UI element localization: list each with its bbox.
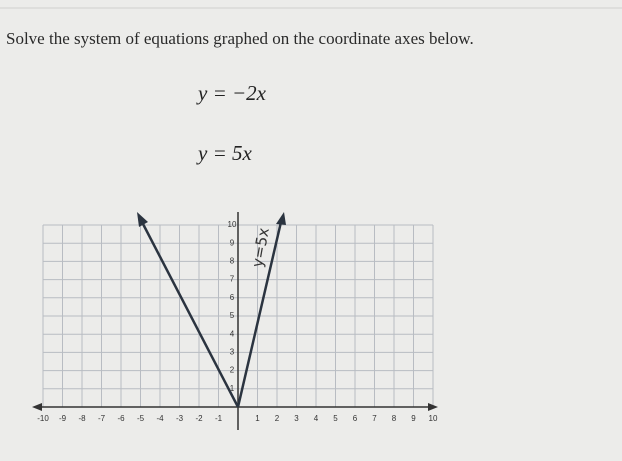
y-tick-label: 5 — [230, 311, 235, 320]
x-tick-label: -10 — [37, 414, 49, 423]
y-tick-label: 9 — [230, 238, 235, 247]
x-tick-label: -1 — [215, 414, 223, 423]
instruction: Solve the system of equations graphed on… — [6, 29, 474, 48]
arrow — [428, 403, 438, 411]
x-tick-label: 7 — [372, 414, 377, 423]
equation: y = −2x — [196, 81, 267, 105]
y-tick-label: 8 — [230, 257, 235, 266]
x-tick-label: 5 — [333, 414, 338, 423]
y-tick-label: 1 — [230, 384, 235, 393]
x-tick-label: -9 — [59, 414, 67, 423]
x-tick-label: -4 — [156, 414, 164, 423]
x-tick-label: -5 — [137, 414, 145, 423]
y-tick-label: 10 — [228, 220, 237, 229]
equation: y = 5x — [196, 141, 252, 165]
x-tick-label: -6 — [117, 414, 125, 423]
line-neg2x — [140, 221, 240, 408]
y-tick-label: 3 — [230, 348, 235, 357]
x-tick-label: 6 — [353, 414, 358, 423]
x-tick-label: -8 — [78, 414, 86, 423]
x-tick-label: 3 — [294, 414, 299, 423]
arrow — [32, 403, 42, 411]
x-tick-label: -3 — [176, 414, 184, 423]
x-tick-label: 9 — [411, 414, 416, 423]
x-tick-label: 1 — [255, 414, 260, 423]
x-tick-label: 2 — [275, 414, 280, 423]
arrow — [276, 212, 286, 225]
x-tick-label: -2 — [195, 414, 203, 423]
x-tick-label: -7 — [98, 414, 106, 423]
x-tick-label: 4 — [314, 414, 319, 423]
line-5x — [236, 221, 283, 408]
x-tick-label: 10 — [429, 414, 438, 423]
arrow — [137, 212, 148, 227]
x-tick-label: 8 — [392, 414, 397, 423]
y-tick-label: 6 — [230, 293, 235, 302]
y-tick-label: 2 — [230, 366, 235, 375]
y-tick-label: 7 — [230, 275, 235, 284]
y-tick-label: 4 — [230, 329, 235, 338]
